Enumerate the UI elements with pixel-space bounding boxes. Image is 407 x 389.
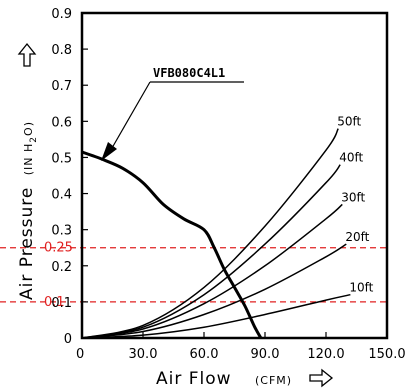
model-annotation: VFB080C4L1 xyxy=(101,66,244,161)
system-curve-20ft xyxy=(81,243,347,339)
svg-text:Air Pressure (IN H2O): Air Pressure (IN H2O) xyxy=(17,121,39,300)
x-tick-label-2: 60.0 xyxy=(190,347,219,362)
y-axis-unit-prefix: (IN H xyxy=(22,143,35,176)
y-axis-unit-sub: 2 xyxy=(29,136,39,143)
x-axis-label: Air Flow xyxy=(156,369,232,389)
system-curve-label-50ft: 50ft xyxy=(337,115,361,129)
reference-label-0: 0.25 xyxy=(44,241,73,256)
model-label: VFB080C4L1 xyxy=(153,66,225,80)
x-tick-label-3: 90.0 xyxy=(251,347,280,362)
y-tick-label-9: 0.9 xyxy=(51,7,72,22)
x-axis-title: Air Flow (CFM) xyxy=(156,368,334,389)
x-tick-label-0: 0 xyxy=(76,347,84,362)
system-curve-label-10ft: 10ft xyxy=(349,281,373,295)
model-arrow-head xyxy=(101,142,117,161)
y-tick-label-7: 0.7 xyxy=(51,79,72,94)
y-tick-label-2: 0.2 xyxy=(51,260,72,275)
y-tick-label-5: 0.5 xyxy=(51,151,72,166)
x-tick-label-4: 120.0 xyxy=(307,347,344,362)
y-tick-label-1: 0.1 xyxy=(51,296,72,311)
system-curve-10ft xyxy=(81,293,351,339)
y-tick-label-8: 0.8 xyxy=(51,43,72,58)
system-curves xyxy=(81,128,351,339)
reference-label-1: 0.1 xyxy=(44,295,65,310)
fan-curve-group xyxy=(81,150,263,339)
y-axis-ticks: 0 0.1 0.2 0.3 0.4 0.5 0.6 0.7 0.8 0.9 xyxy=(51,7,88,347)
y-tick-label-3: 0.3 xyxy=(51,224,72,239)
y-axis-arrow-icon xyxy=(17,42,37,67)
y-axis-label: Air Pressure xyxy=(17,187,37,300)
system-curve-label-30ft: 30ft xyxy=(341,190,365,204)
system-curve-labels: 10ft 20ft 30ft 40ft 50ft xyxy=(337,115,373,295)
x-axis-arrow-icon xyxy=(309,368,334,388)
x-axis-ticks: 0 30.0 60.0 90.0 120.0 150.0 xyxy=(76,332,406,362)
plot-frame xyxy=(80,11,389,340)
x-axis-unit: (CFM) xyxy=(255,374,292,387)
system-curve-40ft xyxy=(81,164,341,339)
fan-performance-curve xyxy=(81,150,263,339)
y-tick-label-6: 0.6 xyxy=(51,115,72,130)
y-axis-title: Air Pressure (IN H2O) xyxy=(17,121,39,300)
y-tick-label-0: 0 xyxy=(64,332,72,347)
y-tick-label-4: 0.4 xyxy=(51,188,72,203)
y-axis-unit-suffix: O) xyxy=(22,121,35,136)
system-curve-label-40ft: 40ft xyxy=(339,151,363,165)
x-tick-label-1: 30.0 xyxy=(129,347,158,362)
model-leader-line xyxy=(111,81,151,149)
system-curve-label-20ft: 20ft xyxy=(345,230,369,244)
x-tick-label-5: 150.0 xyxy=(368,347,405,362)
system-curve-50ft xyxy=(81,128,339,339)
